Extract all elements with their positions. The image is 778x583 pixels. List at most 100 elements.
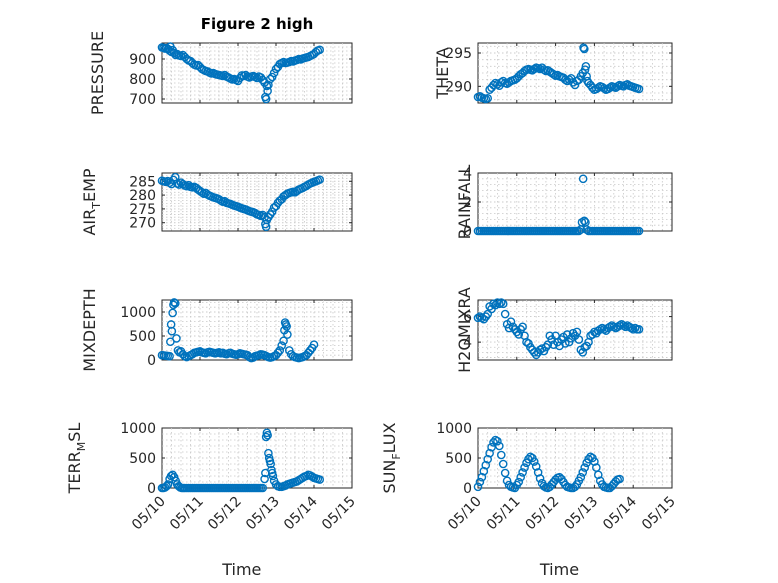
data-point — [258, 483, 268, 493]
series-theta — [473, 43, 644, 104]
data-point — [489, 80, 498, 90]
y-tick-label: 0 — [147, 481, 156, 497]
data-point — [580, 216, 589, 226]
data-point — [169, 298, 179, 307]
data-point — [305, 346, 315, 355]
axes-mixdepth: 0 500 1000 MIXDEPTH — [80, 288, 353, 372]
data-point — [615, 474, 624, 484]
data-point — [473, 482, 483, 492]
y-tick-label: 0 — [463, 481, 472, 497]
data-point — [309, 340, 319, 349]
y-tick-label: 900 — [129, 52, 156, 68]
data-point — [574, 226, 584, 236]
data-point — [170, 299, 180, 308]
data-point — [574, 335, 584, 344]
x-axis-label: Time — [539, 560, 579, 579]
series-terr-msl — [157, 428, 325, 493]
x-axis-label: Time — [221, 560, 261, 579]
y-axis-label: AIRTEMP — [80, 168, 103, 235]
data-point — [595, 325, 605, 334]
data-point — [263, 430, 272, 440]
y-tick-label: 4 — [463, 335, 472, 351]
y-tick-label: 280 — [129, 188, 156, 204]
data-point — [473, 313, 483, 323]
data-point — [172, 334, 181, 343]
data-point — [498, 299, 508, 309]
data-point — [163, 480, 173, 489]
data-point — [487, 442, 496, 452]
data-point — [265, 74, 275, 84]
figure-title: Figure 2 high — [201, 15, 314, 33]
data-point — [252, 73, 262, 83]
data-point — [282, 322, 291, 331]
data-point — [609, 322, 619, 332]
series-rainfall — [473, 174, 644, 236]
data-point — [264, 80, 273, 90]
data-point — [500, 468, 510, 478]
y-axis-label: RAINFALL — [455, 165, 474, 240]
y-axis-label: THETA — [433, 47, 452, 99]
data-point — [275, 346, 285, 355]
series-h2omixra — [473, 298, 644, 360]
data-point — [578, 348, 588, 357]
y-tick-label: 500 — [445, 451, 472, 467]
data-point — [514, 330, 524, 339]
data-point — [580, 463, 590, 472]
y-tick-label: 1000 — [436, 421, 472, 437]
y-tick-label: 4 — [463, 166, 472, 182]
data-point — [578, 468, 588, 477]
data-point — [502, 476, 512, 486]
data-point — [495, 299, 504, 309]
series-sun-flux — [473, 435, 624, 493]
data-point — [582, 225, 591, 234]
data-point — [168, 308, 177, 318]
data-point — [263, 86, 272, 96]
data-point — [493, 298, 502, 307]
data-point — [535, 64, 545, 74]
data-point — [570, 482, 580, 492]
data-point — [483, 94, 493, 103]
data-point — [493, 436, 502, 446]
data-point — [496, 298, 506, 307]
data-point — [315, 175, 325, 184]
data-point — [165, 351, 174, 361]
data-point — [315, 475, 325, 484]
data-point — [283, 330, 292, 339]
y-tick-label: 2 — [463, 195, 472, 211]
data-point — [621, 322, 630, 332]
data-point — [599, 84, 609, 93]
data-point — [581, 62, 591, 71]
data-point — [572, 327, 582, 337]
y-axis-label: MIXDEPTH — [80, 288, 99, 371]
data-point — [477, 313, 487, 323]
data-point — [628, 325, 638, 334]
data-point — [535, 474, 545, 483]
series-mixdepth — [157, 298, 319, 363]
series-pressure — [157, 42, 325, 104]
data-point — [267, 72, 277, 82]
data-point — [619, 321, 628, 330]
y-tick-label: 800 — [129, 72, 156, 88]
y-axis-label: TERRMSL — [65, 423, 88, 495]
data-point — [495, 441, 504, 451]
y-axis-label: SUNFLUX — [380, 422, 403, 493]
data-point — [489, 299, 498, 309]
data-point — [506, 317, 516, 327]
data-point — [500, 309, 510, 319]
data-point — [261, 94, 271, 104]
data-point — [498, 459, 508, 469]
data-point — [580, 44, 589, 54]
y-tick-label: 500 — [129, 329, 156, 345]
y-tick-label: 285 — [129, 174, 156, 190]
data-point — [529, 64, 539, 74]
y-tick-label: 500 — [129, 451, 156, 467]
data-point — [593, 83, 603, 92]
data-point — [549, 70, 558, 79]
data-point — [162, 481, 171, 491]
data-point — [605, 83, 615, 92]
data-point — [475, 477, 485, 487]
